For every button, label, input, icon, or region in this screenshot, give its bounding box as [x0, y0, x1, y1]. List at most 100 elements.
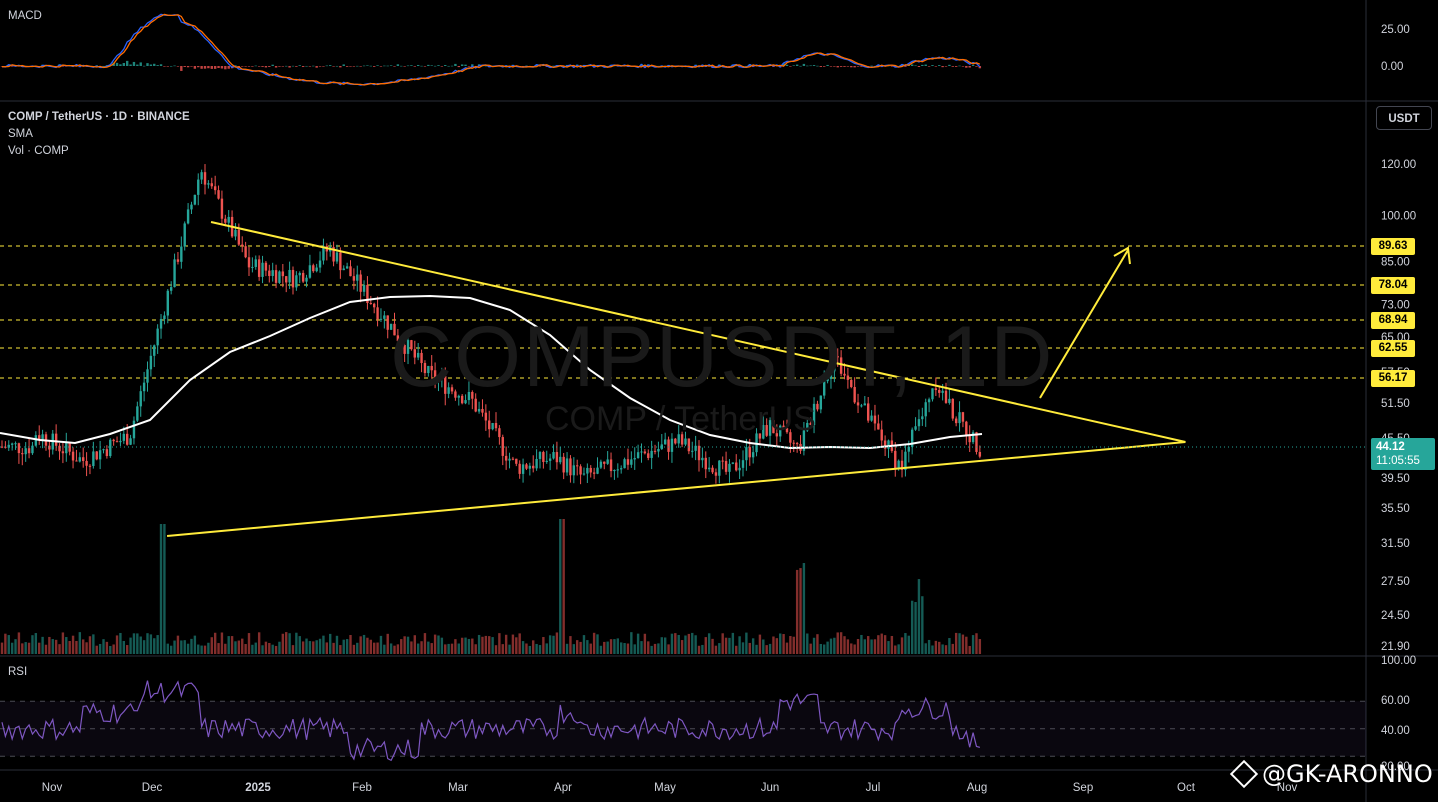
candle-body — [75, 460, 78, 462]
volume-bar — [315, 640, 318, 654]
candle-body — [643, 451, 647, 454]
macd-histogram-bar — [389, 65, 393, 66]
candle-body — [728, 463, 731, 472]
key-level-lines — [0, 245, 1366, 379]
candle-body — [535, 458, 538, 469]
candle-body — [657, 448, 660, 452]
macd-pane — [0, 13, 982, 86]
volume-bar — [193, 635, 197, 654]
macd-histogram-bar — [122, 62, 126, 66]
volume-bar — [109, 645, 112, 654]
volume-bar — [508, 644, 511, 654]
macd-histogram-bar — [403, 66, 406, 67]
candle-body — [924, 402, 927, 417]
volume-bar — [481, 636, 484, 654]
macd-histogram-bar — [186, 66, 190, 68]
candle-body — [186, 209, 190, 224]
volume-bar — [626, 643, 630, 654]
volume-bar — [318, 638, 322, 654]
candle-body — [694, 445, 697, 451]
macd-histogram-bar — [281, 66, 285, 67]
symbol-title[interactable]: COMP / TetherUS · 1D · BINANCE — [8, 111, 190, 123]
macd-histogram-bar — [460, 64, 464, 66]
sma-legend[interactable]: SMA — [8, 128, 33, 140]
candle-body — [863, 403, 867, 406]
volume-bar — [927, 639, 931, 654]
volume-bar — [938, 641, 941, 654]
volume-bar — [921, 596, 924, 654]
candle-body — [197, 179, 200, 195]
volume-bar — [714, 645, 718, 654]
volume-bar — [511, 634, 515, 654]
candle-body — [745, 447, 748, 461]
candle-body — [159, 319, 163, 329]
candle-body — [359, 274, 362, 292]
volume-bar — [586, 640, 589, 654]
macd-histogram-bar — [285, 65, 288, 67]
candle-body — [285, 276, 288, 283]
volume-bar — [352, 644, 356, 654]
volume-bar — [132, 633, 136, 654]
volume-bar — [322, 635, 325, 654]
volume-bar — [281, 633, 285, 654]
candle-body — [54, 433, 58, 446]
volume-bar — [775, 638, 779, 654]
candle-body — [572, 465, 576, 476]
volume-bar — [562, 519, 565, 654]
volume-bar — [379, 635, 383, 654]
volume-bar — [349, 634, 352, 654]
candle-body — [278, 271, 281, 283]
macd-histogram-bar — [274, 66, 278, 68]
volume-bar — [630, 632, 633, 654]
macd-histogram-bar — [657, 65, 660, 67]
volume-bar — [806, 633, 809, 654]
key-level-badge: 56.17 — [1371, 370, 1415, 387]
rsi-tick: 100.00 — [1381, 655, 1416, 667]
current-price-value: 44.12 — [1376, 441, 1405, 453]
candle-body — [724, 461, 728, 472]
candle-body — [586, 467, 589, 474]
trendline[interactable] — [166, 441, 1186, 537]
currency-unit-button[interactable]: USDT — [1376, 106, 1432, 130]
volume-bar — [917, 579, 921, 654]
candle-body — [491, 423, 494, 430]
time-tick: Dec — [142, 782, 163, 794]
macd-histogram-bar — [416, 64, 420, 66]
candle-body — [711, 467, 714, 473]
candle-body — [718, 460, 721, 476]
volume-bar — [721, 633, 724, 654]
macd-histogram-bar — [978, 66, 982, 69]
volume-bar — [416, 643, 420, 654]
candle-body — [305, 277, 308, 282]
volume-bar — [17, 632, 21, 654]
volume-bar — [159, 524, 163, 654]
volume-bar — [931, 645, 934, 654]
candle-body — [136, 406, 139, 421]
macd-histogram-bar — [386, 65, 389, 67]
macd-histogram-bar — [156, 65, 159, 66]
volume-bar — [954, 632, 958, 654]
volume-bar — [454, 639, 457, 654]
key-level-badge: 68.94 — [1371, 312, 1415, 329]
candle-body — [511, 458, 515, 460]
projection-arrow[interactable] — [1039, 249, 1129, 399]
candle-body — [444, 376, 447, 394]
volume-bar — [603, 641, 606, 654]
macd-histogram-bar — [921, 64, 924, 66]
rsi-line — [1, 680, 981, 762]
volume-legend[interactable]: Vol · COMP — [8, 145, 69, 157]
candle-body — [389, 323, 393, 330]
time-tick: Nov — [1277, 782, 1298, 794]
candle-body — [589, 467, 592, 473]
price-tick: 27.50 — [1381, 576, 1410, 588]
macd-histogram-bar — [467, 66, 471, 67]
candle-body — [410, 340, 413, 350]
candle-body — [894, 450, 897, 469]
candle-body — [684, 438, 687, 445]
trendline[interactable] — [210, 221, 1186, 443]
candle-body — [630, 459, 633, 465]
volume-bar — [826, 641, 829, 654]
candle-body — [948, 398, 951, 403]
volume-bar — [460, 637, 464, 654]
